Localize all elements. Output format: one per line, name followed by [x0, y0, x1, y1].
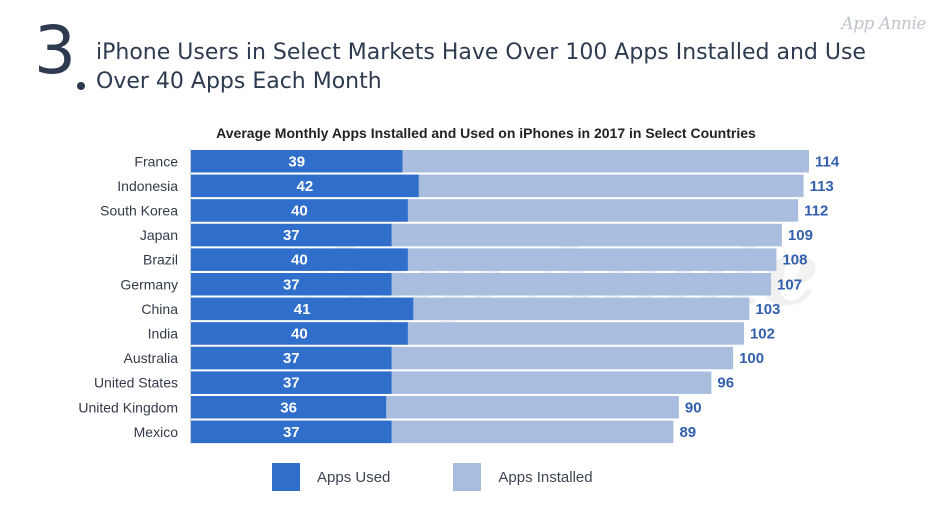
legend-label-apps-used: Apps Used	[317, 468, 391, 486]
data-label-apps-installed-mexico: 89	[679, 424, 696, 441]
chart-legend: Apps Used Apps Installed	[272, 463, 593, 491]
category-label-united-kingdom: United Kingdom	[78, 399, 178, 415]
category-label-south-korea: South Korea	[100, 202, 178, 218]
data-label-apps-installed-france: 114	[815, 153, 840, 170]
legend-swatch-apps-used	[272, 463, 300, 491]
data-label-apps-installed-brazil: 108	[782, 252, 807, 269]
bar-apps-used-france	[191, 150, 403, 173]
bar-apps-used-india	[191, 322, 408, 345]
data-label-apps-installed-germany: 107	[777, 276, 802, 293]
data-label-apps-used-australia: 37	[283, 350, 300, 367]
data-label-apps-used-india: 40	[291, 325, 308, 342]
data-label-apps-installed-south-korea: 112	[804, 202, 828, 219]
bar-apps-used-germany	[191, 273, 392, 296]
legend-swatch-apps-installed	[453, 463, 482, 491]
data-label-apps-installed-indonesia: 113	[810, 178, 834, 195]
category-label-india: India	[148, 325, 179, 341]
data-label-apps-used-united-states: 37	[283, 375, 300, 392]
bar-apps-used-australia	[191, 346, 392, 370]
category-label-germany: Germany	[120, 276, 178, 292]
brand-logo: App Annie	[841, 14, 926, 34]
data-label-apps-used-mexico: 37	[283, 424, 300, 441]
slide-number-dot	[77, 82, 85, 90]
data-label-apps-installed-japan: 109	[788, 227, 813, 244]
data-label-apps-installed-china: 103	[755, 301, 780, 318]
bar-apps-used-united-kingdom	[191, 396, 387, 419]
data-label-apps-used-germany: 37	[283, 276, 300, 293]
data-label-apps-used-china: 41	[294, 301, 311, 318]
bar-apps-used-china	[191, 297, 414, 321]
data-label-apps-installed-united-kingdom: 90	[685, 399, 702, 416]
category-label-indonesia: Indonesia	[117, 178, 178, 194]
data-label-apps-used-japan: 37	[283, 227, 300, 244]
legend-label-apps-installed: Apps Installed	[498, 468, 593, 486]
bar-apps-used-mexico	[191, 420, 392, 444]
data-label-apps-used-united-kingdom: 36	[280, 399, 297, 416]
data-label-apps-installed-australia: 100	[739, 350, 764, 367]
slide-title: iPhone Users in Select Markets Have Over…	[96, 40, 866, 94]
bar-apps-used-south-korea	[191, 199, 408, 222]
data-label-apps-used-indonesia: 42	[296, 178, 313, 195]
chart-title: Average Monthly Apps Installed and Used …	[216, 125, 756, 141]
data-label-apps-installed-united-states: 96	[717, 375, 734, 392]
legend-item-apps-used: Apps Used	[272, 463, 390, 491]
data-label-apps-used-south-korea: 40	[291, 202, 308, 219]
category-label-brazil: Brazil	[143, 252, 178, 268]
category-label-china: China	[141, 301, 178, 317]
data-label-apps-used-france: 39	[288, 153, 305, 170]
category-label-france: France	[134, 153, 178, 169]
bar-apps-used-united-states	[191, 371, 392, 394]
bar-apps-used-japan	[191, 223, 392, 247]
category-label-australia: Australia	[124, 350, 179, 366]
category-label-japan: Japan	[140, 227, 178, 243]
category-label-united-states: United States	[94, 375, 178, 391]
bar-apps-used-indonesia	[191, 174, 419, 198]
slide-number: 3	[34, 12, 76, 89]
category-label-mexico: Mexico	[134, 424, 179, 440]
data-label-apps-used-brazil: 40	[291, 252, 308, 269]
legend-item-apps-installed: Apps Installed	[453, 463, 593, 491]
data-label-apps-installed-india: 102	[750, 325, 775, 342]
bar-apps-used-brazil	[191, 248, 408, 271]
